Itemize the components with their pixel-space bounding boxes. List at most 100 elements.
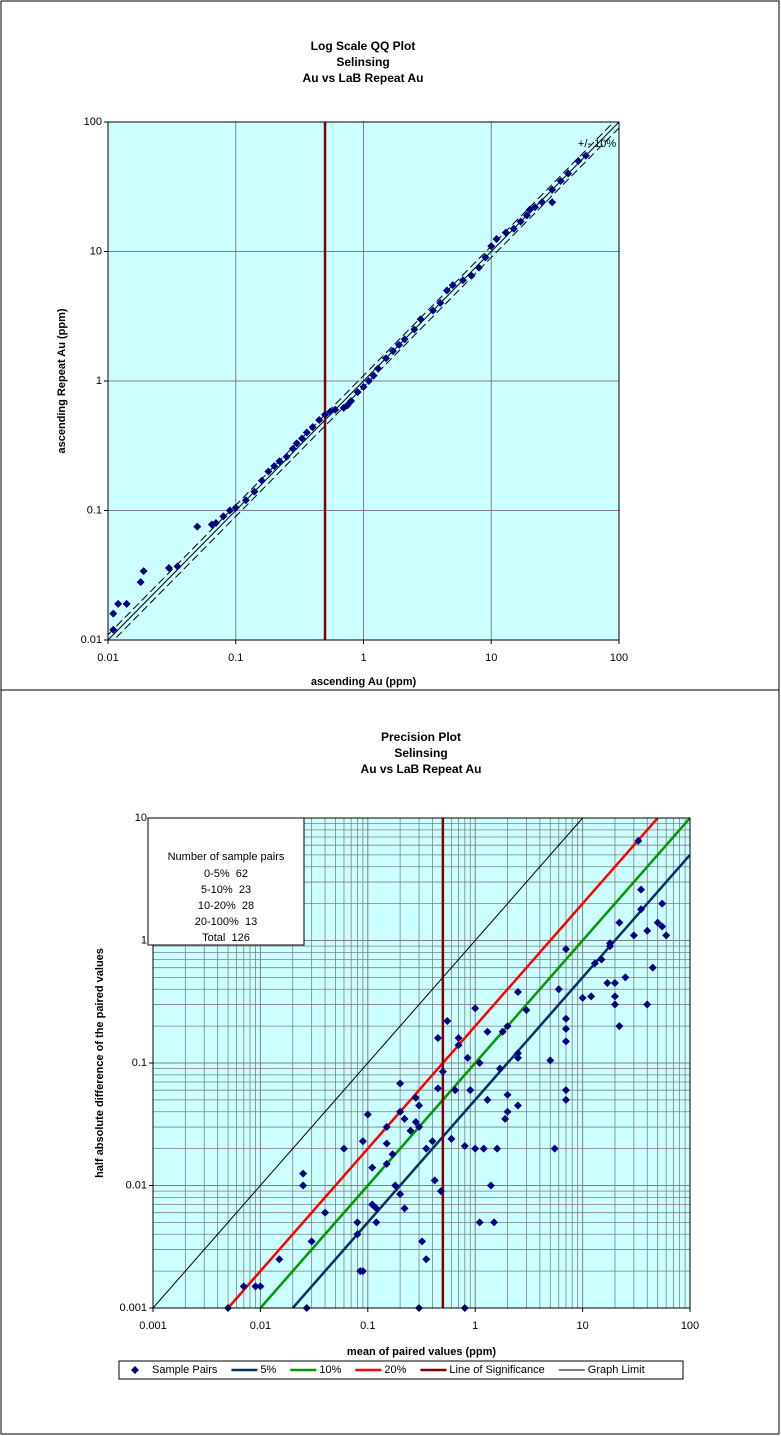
data-point: [430, 1176, 439, 1185]
row-label: Total: [202, 932, 225, 944]
data-point: [438, 1067, 447, 1076]
data-point: [442, 286, 451, 295]
chart-title: Log Scale QQ Plot: [311, 39, 416, 53]
data-point: [422, 1144, 431, 1153]
x-tick-label: 0.01: [250, 1320, 271, 1332]
data-point: [381, 354, 390, 363]
x-tick-label: 10: [485, 652, 497, 664]
data-point: [415, 1123, 424, 1132]
x-tick-label: 0.01: [97, 652, 118, 664]
data-point: [391, 1181, 400, 1190]
text-box-row: 5-10% 23: [201, 884, 251, 896]
data-point: [428, 1137, 437, 1146]
data-point: [463, 1053, 472, 1062]
data-point: [122, 599, 131, 608]
data-point: [486, 1181, 495, 1190]
data-point: [388, 1150, 397, 1159]
data-point: [411, 1117, 420, 1126]
data-point: [475, 1218, 484, 1227]
data-point: [282, 452, 291, 461]
legend-label: Graph Limit: [588, 1364, 645, 1376]
data-point: [353, 1230, 362, 1239]
data-point: [382, 1159, 391, 1168]
data-point: [648, 963, 657, 972]
chart-title: Selinsing: [336, 55, 389, 69]
y-tick-label: 0.01: [126, 1179, 147, 1191]
data-point: [516, 217, 525, 226]
data-point: [548, 198, 557, 207]
data-point: [400, 1204, 409, 1213]
data-point: [429, 306, 438, 315]
data-point: [211, 519, 220, 528]
data-point: [503, 1107, 512, 1116]
data-point: [109, 609, 118, 618]
data-point: [173, 562, 182, 571]
data-point: [643, 1000, 652, 1009]
text-box-row: 10-20% 28: [198, 900, 254, 912]
legend-label: Sample Pairs: [152, 1364, 218, 1376]
data-point: [264, 467, 273, 476]
data-point: [374, 364, 383, 373]
data-point: [339, 1144, 348, 1153]
data-point: [436, 1187, 445, 1196]
data-point: [610, 978, 619, 987]
x-axis-label: mean of paired values (ppm): [347, 1346, 496, 1358]
data-point: [509, 224, 518, 233]
data-point: [396, 1190, 405, 1199]
data-point: [364, 377, 373, 385]
data-point: [396, 1079, 405, 1088]
data-point: [481, 253, 490, 262]
data-point: [503, 1090, 512, 1099]
data-point: [395, 340, 404, 349]
y-tick-label: 10: [135, 812, 147, 824]
data-point: [662, 931, 671, 940]
data-point: [483, 1027, 492, 1036]
data-point: [400, 335, 409, 344]
data-point: [495, 1064, 504, 1073]
row-value: 23: [239, 884, 251, 896]
data-point: [561, 1037, 570, 1046]
data-point: [550, 1144, 559, 1153]
data-point: [288, 444, 297, 453]
x-tick-label: 1: [360, 652, 366, 664]
data-point: [471, 1144, 480, 1153]
data-point: [460, 1142, 469, 1151]
data-point: [368, 1200, 377, 1209]
series-line: [153, 818, 583, 1308]
data-point: [109, 625, 118, 634]
data-point: [454, 1033, 463, 1042]
data-point: [406, 1126, 415, 1135]
data-point: [299, 1169, 308, 1178]
data-point: [302, 428, 311, 437]
data-point: [443, 1017, 452, 1026]
data-point: [479, 1144, 488, 1153]
y-tick-label: 0.01: [81, 634, 102, 646]
data-point: [610, 992, 619, 1001]
data-point: [474, 263, 483, 272]
y-tick-label: 100: [84, 116, 102, 128]
x-tick-label: 0.1: [228, 652, 243, 664]
chart-title: Au vs LaB Repeat Au: [361, 762, 482, 776]
y-tick-label: 10: [90, 245, 102, 257]
annotation: +/- 10%: [578, 138, 616, 150]
data-point: [164, 563, 173, 572]
chart-title: Precision Plot: [381, 730, 461, 744]
plot-border: [152, 817, 691, 1309]
data-point: [369, 371, 378, 380]
x-tick-label: 0.1: [360, 1320, 375, 1332]
text-box-row: 20-100% 13: [195, 916, 257, 928]
data-point: [415, 1101, 424, 1110]
x-tick-label: 10: [576, 1320, 588, 1332]
series-line: [108, 122, 615, 635]
data-point: [307, 1237, 316, 1246]
legend-label: 20%: [384, 1364, 406, 1376]
data-point: [629, 931, 638, 940]
data-point: [321, 1208, 330, 1217]
data-point: [363, 1110, 372, 1119]
data-point: [433, 1084, 442, 1093]
x-tick-label: 100: [610, 652, 628, 664]
data-point: [433, 1033, 442, 1042]
data-point: [634, 836, 643, 845]
data-point: [561, 945, 570, 954]
